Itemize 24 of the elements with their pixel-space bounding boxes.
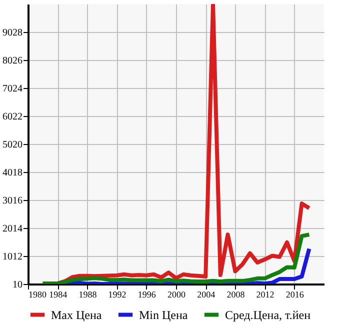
y-tick-label: 3016: [2, 196, 22, 206]
y-tick-label: 5020: [2, 140, 22, 150]
y-tick-label: 1012: [2, 252, 22, 262]
x-tick-label: 1984: [49, 290, 68, 300]
x-tick-label: 2012: [256, 290, 274, 300]
legend-label: Min Цена: [139, 308, 188, 322]
y-tick-label: 2014: [2, 224, 22, 234]
y-tick-label: 9028: [2, 28, 22, 38]
x-tick-label: 1996: [138, 290, 156, 300]
x-tick-label: 1992: [108, 290, 126, 300]
line-series: [40, 232, 312, 284]
x-tick-label: 2016: [286, 290, 304, 300]
x-tick-label: 1988: [78, 290, 98, 300]
legend-label: Max Цена: [51, 308, 102, 322]
x-tick-label: 1980: [28, 290, 47, 300]
y-tick-label: 10: [12, 280, 22, 290]
x-tick-label: 2008: [226, 290, 246, 300]
y-tick-label: 7024: [2, 84, 22, 94]
x-tick-label: 2000: [168, 290, 186, 300]
x-tick-label: 2004: [197, 290, 216, 300]
y-tick-label: 4018: [2, 168, 22, 178]
y-tick-label: 8026: [2, 56, 22, 66]
legend-label: Сред.Цена, т.йен: [225, 308, 312, 322]
y-tick-label: 6022: [2, 112, 22, 122]
